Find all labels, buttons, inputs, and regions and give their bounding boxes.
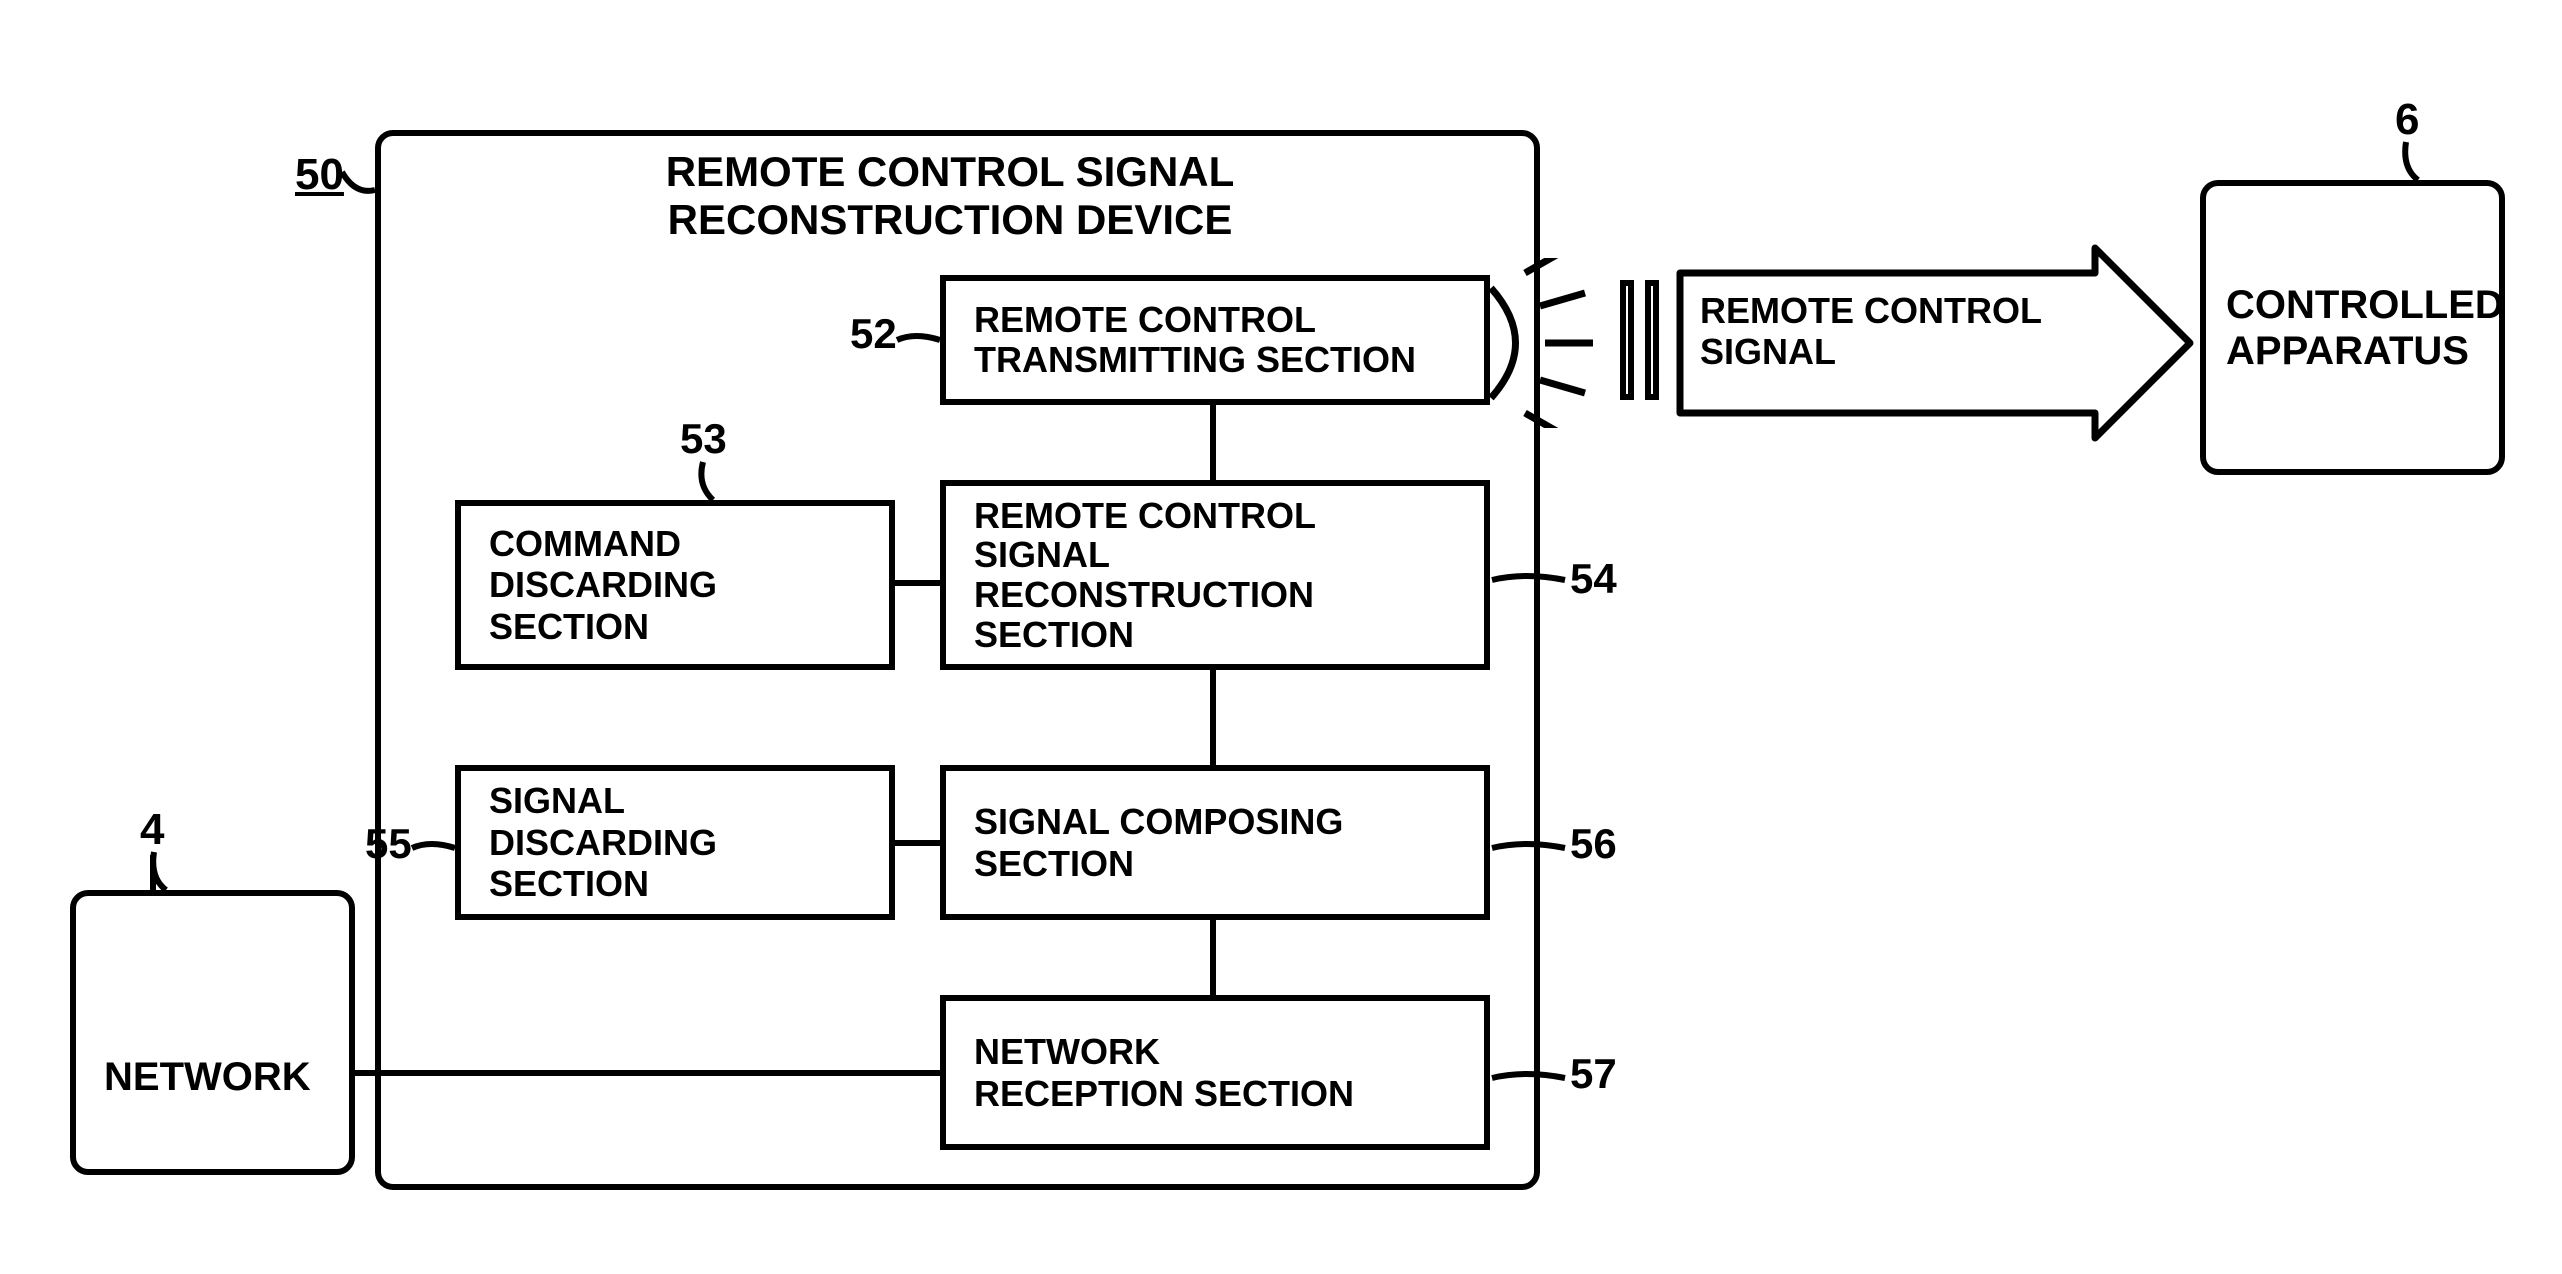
block-53-line2: DISCARDING SECTION xyxy=(489,564,861,647)
block-54-line1: REMOTE CONTROL xyxy=(974,496,1316,536)
leader-54 xyxy=(1490,570,1570,590)
conn-network-57 xyxy=(355,1070,940,1076)
controlled-apparatus-box: CONTROLLED APPARATUS xyxy=(2200,180,2505,475)
ref-56: 56 xyxy=(1570,820,1617,868)
block-56-line2: SECTION xyxy=(974,843,1134,884)
block-network-reception: NETWORK RECEPTION SECTION xyxy=(940,995,1490,1150)
arrow-text-line1: REMOTE CONTROL xyxy=(1700,290,2100,331)
block-52-line2: TRANSMITTING SECTION xyxy=(974,340,1416,380)
block-52-line1: REMOTE CONTROL xyxy=(974,300,1316,340)
network-label: NETWORK xyxy=(104,1055,311,1100)
leader-57 xyxy=(1490,1068,1570,1088)
conn-55-56 xyxy=(895,840,940,846)
block-signal-composing: SIGNAL COMPOSING SECTION xyxy=(940,765,1490,920)
conn-53-54 xyxy=(895,580,940,586)
network-box: NETWORK xyxy=(70,890,355,1175)
ref-53: 53 xyxy=(680,415,727,463)
leader-4-curve xyxy=(148,850,188,898)
conn-52-54 xyxy=(1210,405,1216,480)
block-55-line2: DISCARDING SECTION xyxy=(489,822,861,905)
ref-6: 6 xyxy=(2395,95,2419,145)
ref-4: 4 xyxy=(140,805,164,855)
block-57-line1: NETWORK xyxy=(974,1031,1160,1072)
ir-bar-1 xyxy=(1620,280,1634,400)
device-title: REMOTE CONTROL SIGNAL RECONSTRUCTION DEV… xyxy=(540,148,1360,245)
controlled-line2: APPARATUS xyxy=(2226,328,2469,374)
block-54-line2: SIGNAL RECONSTRUCTION xyxy=(974,535,1456,614)
block-signal-discarding: SIGNAL DISCARDING SECTION xyxy=(455,765,895,920)
ref-55: 55 xyxy=(365,820,412,868)
conn-54-56 xyxy=(1210,670,1216,765)
block-55-line1: SIGNAL xyxy=(489,780,625,821)
block-54-line3: SECTION xyxy=(974,615,1134,655)
block-command-discarding: COMMAND DISCARDING SECTION xyxy=(455,500,895,670)
ref-52: 52 xyxy=(850,310,897,358)
device-title-line2: RECONSTRUCTION DEVICE xyxy=(540,196,1360,244)
block-signal-reconstruction: REMOTE CONTROL SIGNAL RECONSTRUCTION SEC… xyxy=(940,480,1490,670)
leader-50 xyxy=(340,170,390,210)
leader-56 xyxy=(1490,838,1570,858)
controlled-line1: CONTROLLED xyxy=(2226,282,2504,328)
ir-bar-2 xyxy=(1645,280,1659,400)
ref-54: 54 xyxy=(1570,555,1617,603)
block-56-line1: SIGNAL COMPOSING xyxy=(974,801,1343,842)
block-57-line2: RECEPTION SECTION xyxy=(974,1073,1354,1114)
ref-50: 50 xyxy=(295,150,344,200)
leader-55 xyxy=(410,838,460,858)
ref-57: 57 xyxy=(1570,1050,1617,1098)
arrow-text: REMOTE CONTROL SIGNAL xyxy=(1700,290,2100,373)
arrow-text-line2: SIGNAL xyxy=(1700,331,2100,372)
device-title-line1: REMOTE CONTROL SIGNAL xyxy=(540,148,1360,196)
leader-52 xyxy=(895,330,945,350)
block-remote-control-transmitting: REMOTE CONTROL TRANSMITTING SECTION xyxy=(940,275,1490,405)
emission-rays-icon xyxy=(1485,258,1625,428)
leader-6 xyxy=(2400,140,2440,188)
conn-56-57 xyxy=(1210,920,1216,995)
block-53-line1: COMMAND xyxy=(489,523,681,564)
leader-53 xyxy=(695,460,725,505)
